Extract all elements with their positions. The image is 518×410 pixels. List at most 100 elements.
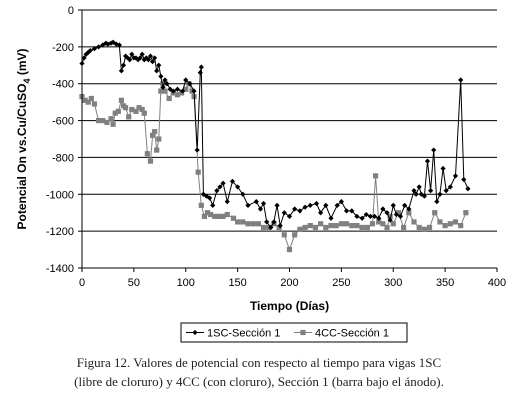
data-point-0-31 bbox=[154, 68, 160, 74]
data-point-1-45 bbox=[220, 213, 226, 219]
series-1 bbox=[79, 81, 469, 253]
data-point-0-72 bbox=[307, 202, 313, 208]
data-point-1-80 bbox=[390, 221, 396, 227]
data-point-0-34 bbox=[160, 84, 166, 90]
data-point-0-85 bbox=[371, 213, 378, 219]
data-point-0-74 bbox=[318, 210, 324, 216]
data-point-0-11 bbox=[110, 39, 116, 45]
figure-caption-line-2: (libre de cloruro) y 4CC (con cloruro), … bbox=[74, 374, 444, 389]
y-axis-title: Potencial On vs.Cu/CuSO4 (mV) bbox=[15, 48, 32, 229]
tick-labels: 0 -200 -400 -600 -800 -1000 -1200 -1400 0 50 100 15… bbox=[46, 5, 506, 289]
x-tick-label-4: 200 bbox=[280, 277, 298, 289]
data-point-1-86 bbox=[421, 226, 427, 232]
data-point-1-28 bbox=[160, 81, 166, 87]
data-point-0-81 bbox=[354, 213, 360, 219]
data-point-1-60 bbox=[297, 226, 303, 232]
data-point-1-93 bbox=[458, 223, 464, 229]
data-point-0-88 bbox=[384, 210, 390, 216]
data-point-1-43 bbox=[212, 213, 218, 219]
data-point-0-71 bbox=[302, 204, 308, 210]
y-axis-title-main: Potencial On vs.Cu/CuSO bbox=[15, 83, 29, 229]
data-point-0-59 bbox=[253, 199, 259, 205]
data-point-1-38 bbox=[195, 169, 201, 175]
x-tick-label-6: 300 bbox=[384, 277, 402, 289]
data-point-0-67 bbox=[281, 210, 287, 216]
data-point-0-102 bbox=[431, 147, 437, 153]
y-tick-label-5: -1000 bbox=[46, 189, 74, 201]
data-point-1-58 bbox=[286, 246, 293, 253]
y-tick-label-4: -800 bbox=[52, 152, 74, 164]
data-point-1-44 bbox=[216, 213, 222, 219]
data-point-0-58 bbox=[245, 202, 251, 208]
data-point-0-6 bbox=[96, 44, 102, 50]
data-point-0-103 bbox=[434, 199, 440, 205]
data-point-1-88 bbox=[432, 210, 438, 216]
data-point-0-70 bbox=[297, 208, 303, 214]
data-point-1-85 bbox=[416, 224, 422, 231]
data-point-1-22 bbox=[147, 158, 154, 164]
data-point-1-49 bbox=[240, 219, 246, 225]
data-point-1-73 bbox=[364, 224, 370, 231]
data-point-1-68 bbox=[338, 221, 344, 227]
legend-label-1: 4CC-Sección 1 bbox=[315, 328, 389, 340]
data-point-0-32 bbox=[156, 62, 162, 68]
data-point-0-35 bbox=[162, 77, 168, 83]
data-point-1-47 bbox=[230, 215, 237, 221]
legend: 1SC-Sección 1 4CC-Sección 1 bbox=[180, 322, 408, 343]
data-point-0-52 bbox=[217, 184, 223, 190]
data-point-1-92 bbox=[452, 219, 459, 225]
data-point-0-19 bbox=[129, 51, 135, 57]
data-point-0-61 bbox=[260, 200, 267, 207]
data-point-1-34 bbox=[183, 86, 189, 92]
y-axis-title-unit: (mV) bbox=[15, 48, 29, 78]
data-point-1-90 bbox=[442, 223, 448, 229]
data-point-1-51 bbox=[250, 221, 256, 227]
data-point-0-37 bbox=[167, 86, 173, 92]
data-point-1-10 bbox=[112, 110, 118, 116]
data-point-0-95 bbox=[411, 188, 417, 194]
data-point-0-107 bbox=[447, 184, 453, 190]
x-tick-label-7: 350 bbox=[436, 277, 454, 289]
data-point-0-105 bbox=[440, 165, 446, 172]
data-point-1-76 bbox=[376, 219, 382, 225]
data-point-1-63 bbox=[312, 224, 319, 231]
data-point-1-18 bbox=[136, 105, 142, 111]
x-tick-label-5: 250 bbox=[332, 277, 350, 289]
data-point-0-28 bbox=[147, 53, 154, 59]
data-point-1-91 bbox=[447, 221, 453, 227]
data-point-0-51 bbox=[214, 188, 220, 194]
data-point-1-9 bbox=[110, 121, 116, 127]
y-tick-label-6: -1200 bbox=[46, 226, 74, 238]
data-point-1-3 bbox=[88, 95, 94, 102]
data-point-1-62 bbox=[307, 223, 313, 229]
data-point-1-53 bbox=[260, 224, 267, 231]
data-point-0-97 bbox=[416, 184, 422, 190]
data-point-0-66 bbox=[277, 223, 283, 229]
data-point-1-59 bbox=[292, 232, 298, 238]
data-point-1-2 bbox=[85, 99, 91, 105]
data-point-1-40 bbox=[201, 213, 208, 219]
data-point-1-23 bbox=[149, 132, 156, 138]
data-point-0-63 bbox=[268, 224, 274, 231]
data-point-1-52 bbox=[255, 221, 261, 227]
data-point-1-61 bbox=[302, 224, 308, 231]
data-point-0-80 bbox=[349, 208, 355, 214]
data-point-0-29 bbox=[149, 59, 156, 65]
data-point-1-19 bbox=[139, 106, 145, 113]
data-point-1-94 bbox=[463, 210, 469, 216]
data-point-1-24 bbox=[152, 129, 158, 135]
data-point-1-65 bbox=[323, 224, 329, 231]
series-0 bbox=[79, 39, 471, 231]
data-point-0-38 bbox=[170, 88, 176, 94]
data-point-0-109 bbox=[458, 77, 464, 83]
data-point-0-45 bbox=[197, 70, 203, 76]
data-point-0-55 bbox=[229, 178, 236, 184]
data-point-1-29 bbox=[162, 88, 168, 94]
data-point-1-83 bbox=[406, 210, 412, 216]
data-point-0-92 bbox=[397, 213, 404, 219]
data-point-1-30 bbox=[166, 95, 172, 102]
x-tick-label-3: 150 bbox=[228, 277, 246, 289]
data-point-0-18 bbox=[127, 57, 133, 63]
data-point-0-13 bbox=[116, 42, 122, 48]
x-tick-label-8: 400 bbox=[488, 277, 506, 289]
